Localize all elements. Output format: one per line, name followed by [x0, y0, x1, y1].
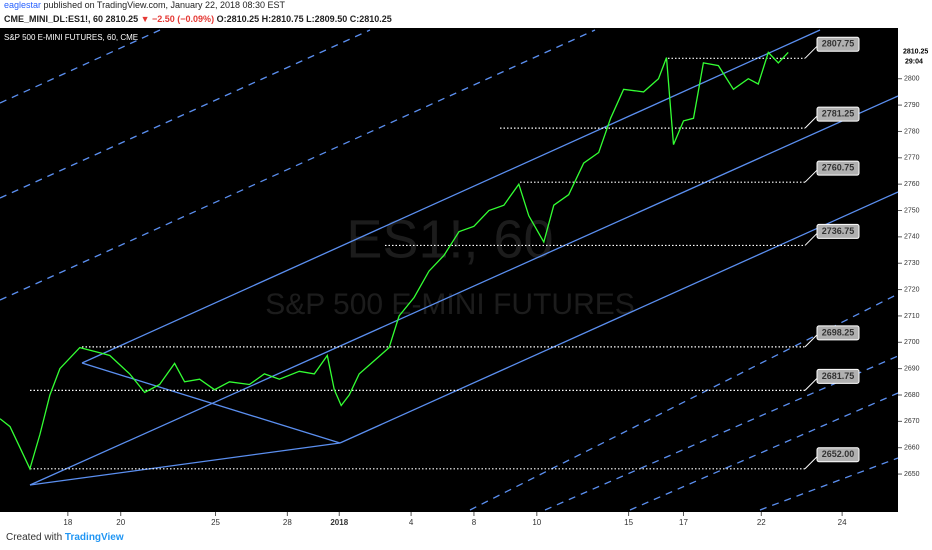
y-tick-label: 2760: [904, 181, 920, 188]
level-label: 2760.75: [822, 163, 855, 173]
level-leader: [804, 45, 818, 59]
level-label: 2698.25: [822, 327, 855, 337]
price-line: [0, 51, 789, 471]
high: H:2810.75: [261, 14, 304, 24]
level-label: 2807.75: [822, 39, 855, 49]
x-tick-label: 24: [838, 518, 847, 527]
plot-area: [0, 28, 898, 512]
level-box: [816, 447, 860, 463]
y-tick-label: 2740: [904, 234, 920, 241]
y-tick-label: 2700: [904, 339, 920, 346]
y-tick-label: 2690: [904, 365, 920, 372]
pitchfork: [0, 29, 899, 511]
level-leader: [804, 334, 818, 348]
level-leader: [804, 115, 818, 129]
pitchfork-handle: [81, 362, 341, 444]
y-tick-label: 2720: [904, 286, 920, 293]
last-price-box: [898, 46, 932, 57]
level-leader: [804, 456, 818, 470]
x-tick-label: 10: [532, 518, 541, 527]
symbol: CME_MINI_DL:ES1!, 60: [4, 14, 104, 24]
level-box: [816, 160, 860, 176]
level-box: [816, 223, 860, 239]
y-tick-label: 2790: [904, 102, 920, 109]
footer: Created with TradingView: [6, 532, 124, 543]
level-box: [816, 106, 860, 122]
chart: S&P 500 E-MINI FUTURES, 60, CME ES1!, 60…: [0, 28, 932, 550]
last-price-label: 2810.25: [903, 49, 928, 56]
level-box: [816, 36, 860, 52]
level-leader: [804, 378, 818, 391]
x-tick-label: 17: [679, 518, 688, 527]
y-tick-label: 2750: [904, 207, 920, 214]
price-axis: [898, 28, 932, 550]
author[interactable]: eaglestar: [4, 0, 42, 10]
channel-extensions: [0, 29, 899, 511]
close: C:2810.25: [349, 14, 392, 24]
y-tick-label: 2650: [904, 471, 920, 478]
level-label: 2736.75: [822, 226, 855, 236]
x-tick-label: 2018: [330, 518, 348, 527]
chart-title: S&P 500 E-MINI FUTURES, 60, CME: [4, 33, 138, 42]
level-box: [816, 325, 860, 341]
brand[interactable]: TradingView: [64, 532, 124, 543]
watermark-symbol: ES1!, 60: [346, 209, 553, 269]
symbol-line: CME_MINI_DL:ES1!, 60 2810.25 ▼ −2.50 (−0…: [4, 14, 392, 24]
change: ▼ −2.50 (−0.09%): [140, 14, 215, 24]
created: Created with: [6, 532, 63, 543]
y-tick-label: 2780: [904, 128, 920, 135]
publish-line: eaglestar published on TradingView.com, …: [4, 0, 285, 10]
y-tick-label: 2730: [904, 260, 920, 267]
level-label: 2652.00: [822, 449, 855, 459]
level-leader: [804, 169, 818, 183]
watermark-name: S&P 500 E-MINI FUTURES: [265, 288, 635, 321]
x-tick-label: 20: [116, 518, 125, 527]
pitchfork-base: [29, 442, 341, 486]
level-label: 2781.25: [822, 109, 855, 119]
last: 2810.25: [105, 14, 139, 24]
published: published on TradingView.com, January 22…: [43, 0, 286, 10]
y-tick-label: 2670: [904, 418, 920, 425]
channel-upper: [81, 29, 821, 364]
x-tick-label: 25: [211, 518, 220, 527]
y-tick-label: 2710: [904, 313, 920, 320]
x-tick-label: 18: [63, 518, 72, 527]
open: O:2810.25: [216, 14, 260, 24]
countdown: 29:04: [905, 59, 923, 66]
x-tick-label: 15: [624, 518, 633, 527]
level-label: 2681.75: [822, 371, 855, 381]
time-axis: [0, 512, 898, 550]
x-tick-label: 4: [409, 518, 414, 527]
low: L:2809.50: [306, 14, 348, 24]
x-tick-label: 8: [472, 518, 477, 527]
x-tick-label: 28: [283, 518, 292, 527]
level-leader: [804, 233, 818, 246]
x-tick-label: 22: [757, 518, 766, 527]
y-tick-label: 2660: [904, 445, 920, 452]
y-tick-label: 2800: [904, 76, 920, 83]
y-tick-label: 2680: [904, 392, 920, 399]
y-tick-label: 2770: [904, 155, 920, 162]
level-box: [816, 368, 860, 384]
channel-lower: [339, 191, 899, 444]
channel-median: [29, 95, 899, 486]
